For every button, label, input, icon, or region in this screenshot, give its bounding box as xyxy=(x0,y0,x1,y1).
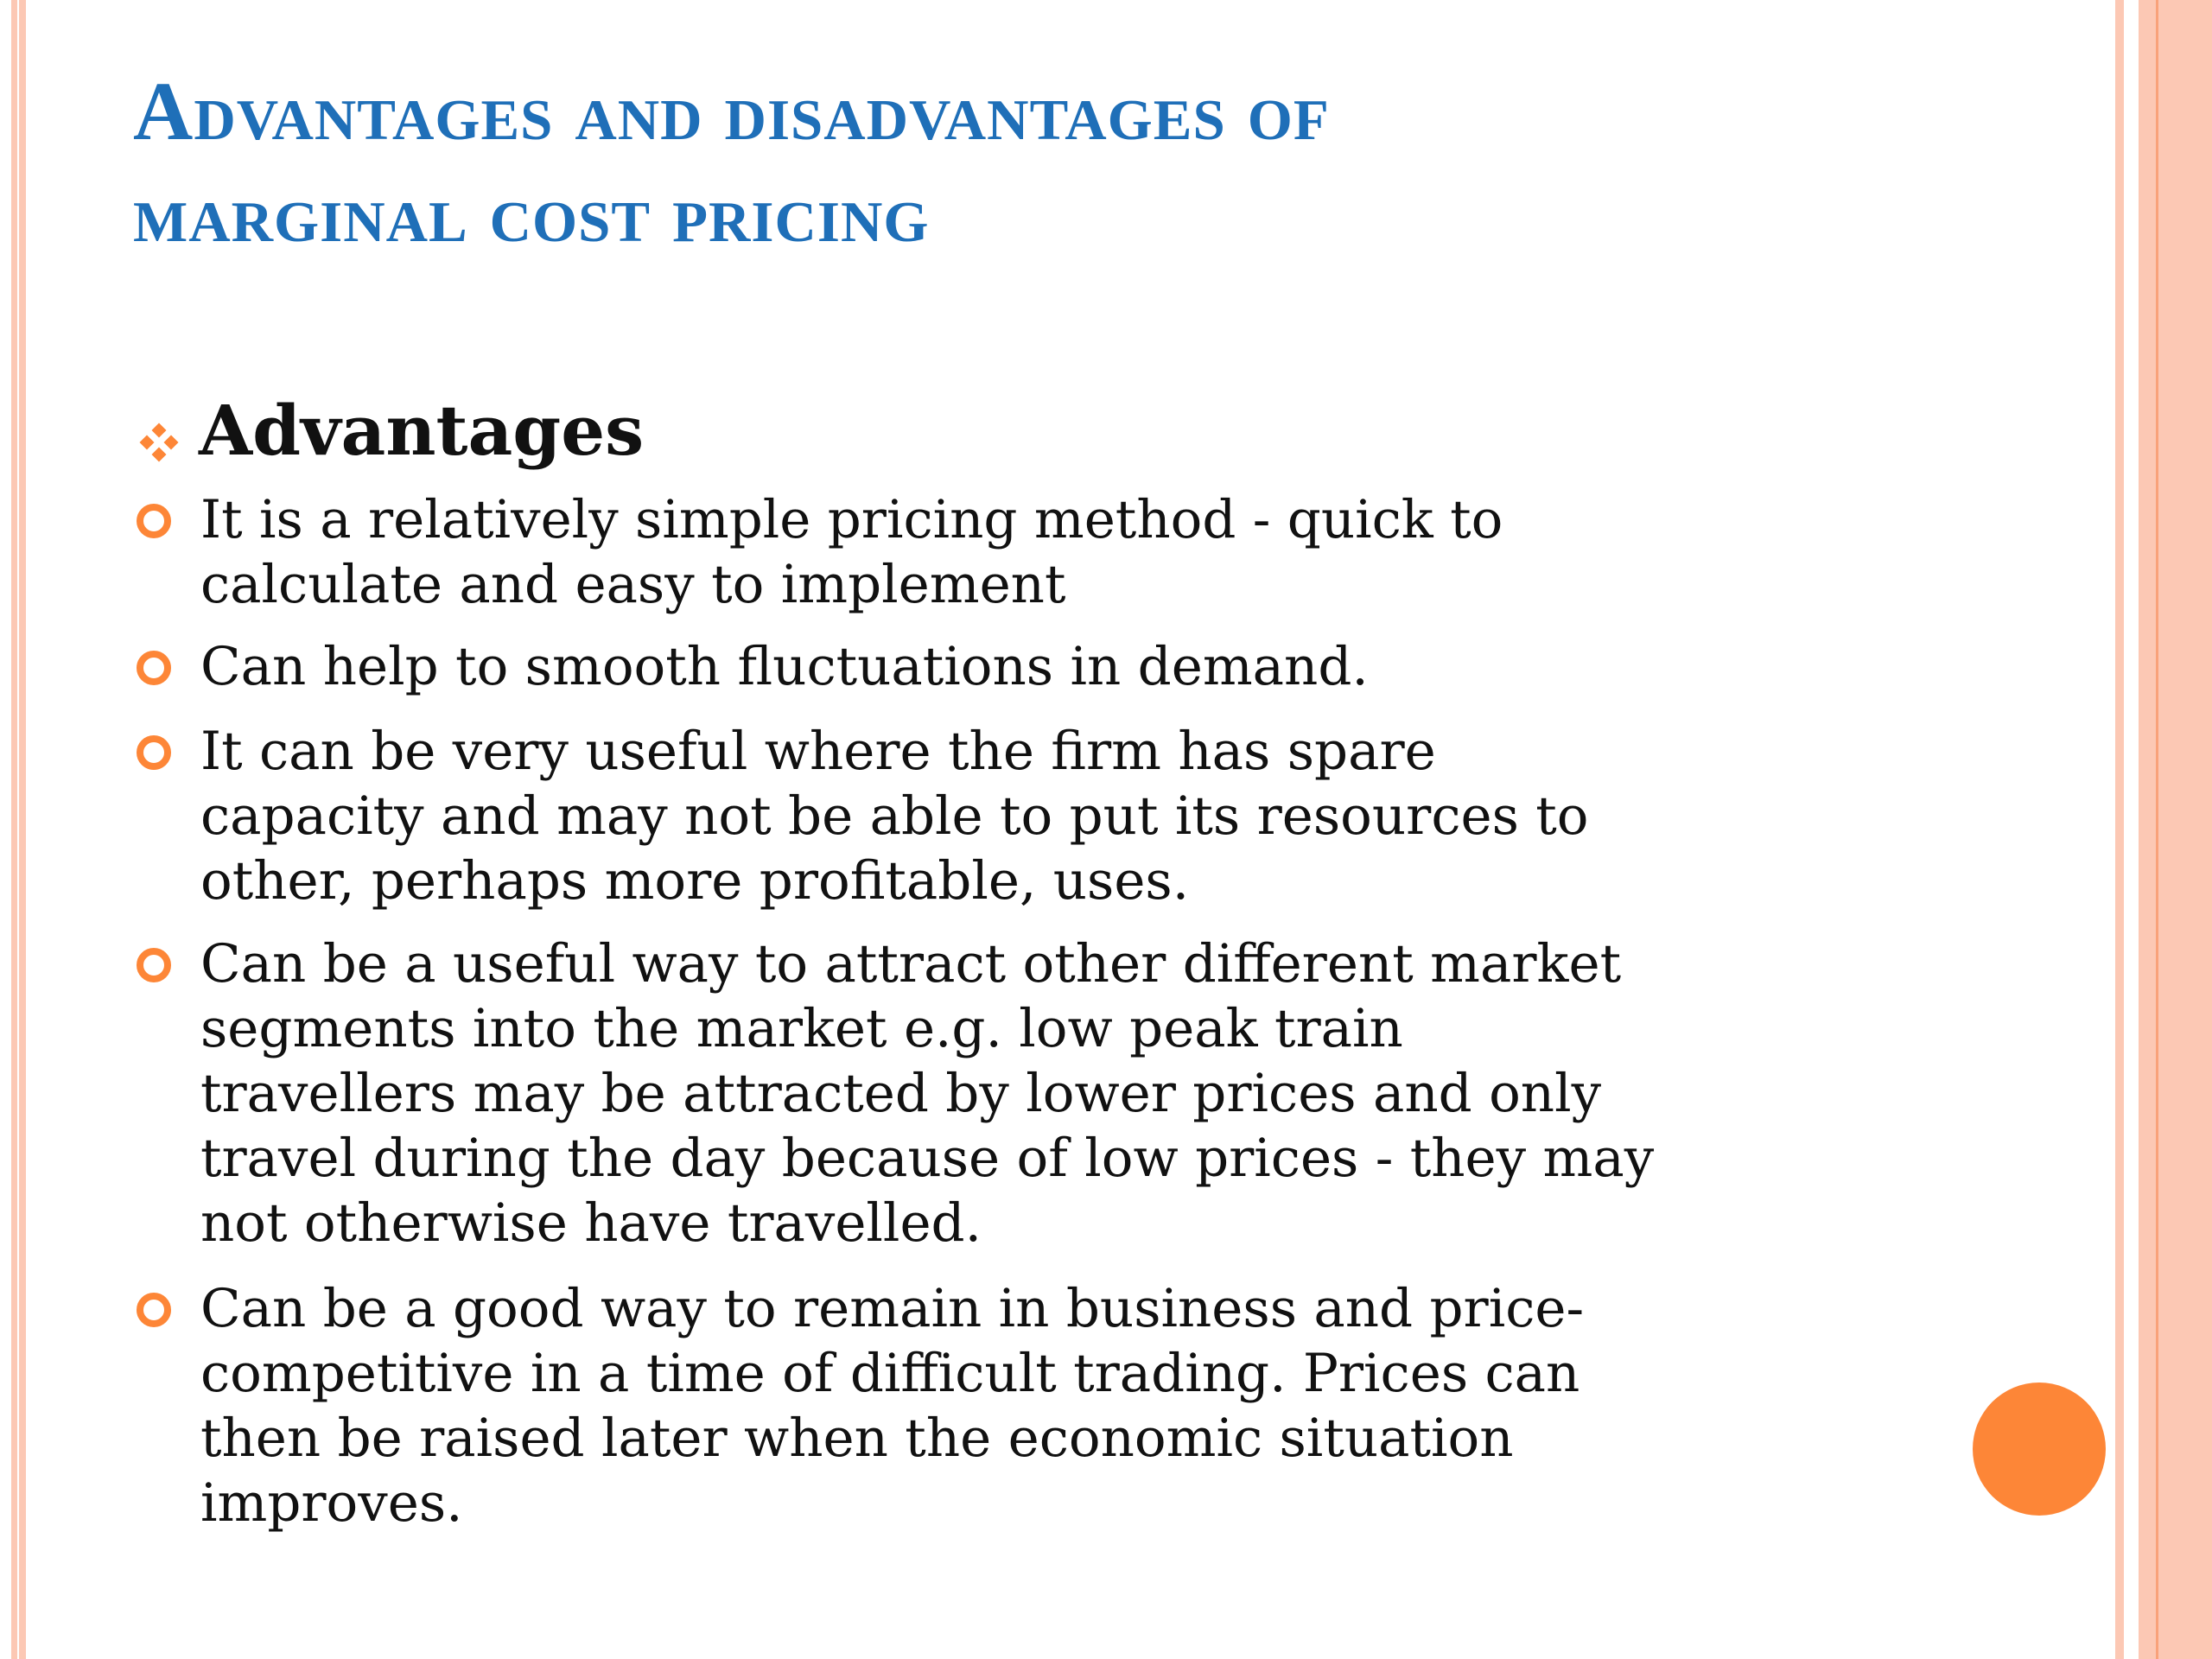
list-item: Can be a useful way to attract other dif… xyxy=(137,931,1655,1255)
right-border-band xyxy=(2139,0,2212,1659)
orange-circle-decoration xyxy=(1973,1382,2106,1516)
list-item-line: improves. xyxy=(200,1472,463,1534)
list-item: Can be a good way to remain in business … xyxy=(137,1276,1585,1535)
list-item-line: other, perhaps more profitable, uses. xyxy=(200,850,1190,912)
list-item-line: calculate and easy to implement xyxy=(200,554,1066,615)
section-heading: Advantages xyxy=(199,390,645,471)
list-item-line: segments into the market e.g. low peak t… xyxy=(200,998,1403,1059)
list-item-line: Can be a useful way to attract other dif… xyxy=(200,933,1622,995)
list-item: It can be very useful where the firm has… xyxy=(137,719,1589,913)
four-diamond-bullet-icon xyxy=(139,423,179,462)
list-item-line: capacity and may not be able to put its … xyxy=(200,785,1589,847)
title-line: Advantages and disadvantages of xyxy=(133,65,1330,157)
list-item-line: then be raised later when the economic s… xyxy=(200,1408,1514,1469)
ring-bullet-icon xyxy=(137,1293,171,1327)
list-item-line: not otherwise have travelled. xyxy=(200,1192,982,1254)
ring-bullet-icon xyxy=(137,948,171,982)
list-item-line: competitive in a time of difficult tradi… xyxy=(200,1343,1580,1404)
list-item-line: Can help to smooth fluctuations in deman… xyxy=(200,636,1369,697)
list-item-line: travel during the day because of low pri… xyxy=(200,1128,1655,1189)
left-border-stripe xyxy=(11,0,17,1659)
list-item-line: Can be a good way to remain in business … xyxy=(200,1278,1585,1339)
list-item-line: It is a relatively simple pricing method… xyxy=(200,489,1503,550)
left-border-stripe xyxy=(19,0,26,1659)
list-item: It is a relatively simple pricing method… xyxy=(137,487,1503,617)
title-line: marginal cost pricing xyxy=(133,167,930,259)
ring-bullet-icon xyxy=(137,651,171,685)
list-item-line: travellers may be attracted by lower pri… xyxy=(200,1063,1602,1124)
right-border-line xyxy=(2156,0,2158,1659)
right-border-stripe xyxy=(2115,0,2124,1659)
list-item-line: It can be very useful where the firm has… xyxy=(200,721,1436,782)
ring-bullet-icon xyxy=(137,735,171,770)
list-item: Can help to smooth fluctuations in deman… xyxy=(137,634,1369,699)
slide-title: Advantages and disadvantages of marginal… xyxy=(133,60,1330,264)
ring-bullet-icon xyxy=(137,504,171,538)
